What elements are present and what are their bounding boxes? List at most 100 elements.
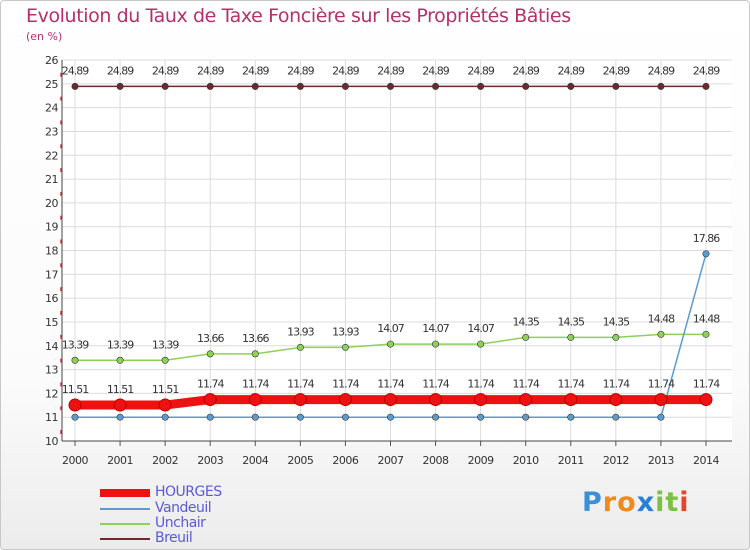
data-label-hourges: 11.74 bbox=[467, 378, 494, 391]
legend-label-hourges: HOURGES bbox=[155, 484, 222, 500]
x-tick-label: 2004 bbox=[242, 454, 268, 467]
data-point-unchair bbox=[657, 330, 665, 338]
data-point-vandeuil bbox=[296, 413, 304, 421]
data-point-unchair bbox=[116, 356, 124, 364]
data-point-breuil bbox=[477, 82, 485, 90]
y-unit-label: (en %) bbox=[26, 30, 63, 43]
data-point-unchair bbox=[612, 333, 620, 341]
data-label-breuil: 24.89 bbox=[693, 64, 720, 77]
data-point-hourges bbox=[203, 393, 217, 407]
x-tick-label: 2013 bbox=[648, 454, 674, 467]
logo-letter: i bbox=[655, 487, 666, 518]
y-tick-label: 22 bbox=[45, 149, 58, 162]
data-point-unchair bbox=[386, 340, 394, 348]
y-tick-label: 14 bbox=[45, 340, 58, 353]
legend-item-vandeuil: Vandeuil bbox=[100, 500, 300, 516]
data-label-unchair: 13.93 bbox=[332, 325, 359, 338]
data-label-breuil: 24.89 bbox=[242, 64, 269, 77]
y-tick-label: 17 bbox=[45, 268, 58, 281]
y-tick-label: 19 bbox=[45, 221, 58, 234]
data-point-unchair bbox=[432, 340, 440, 348]
data-point-hourges bbox=[699, 393, 713, 407]
data-label-hourges: 11.51 bbox=[62, 383, 89, 396]
data-point-hourges bbox=[654, 393, 668, 407]
y-tick-label: 16 bbox=[45, 292, 58, 305]
data-point-breuil bbox=[296, 82, 304, 90]
legend-label-vandeuil: Vandeuil bbox=[155, 500, 212, 516]
data-point-vandeuil bbox=[657, 413, 665, 421]
data-label-hourges: 11.74 bbox=[693, 378, 720, 391]
data-point-unchair bbox=[71, 356, 79, 364]
data-point-hourges bbox=[113, 398, 127, 412]
data-point-breuil bbox=[522, 82, 530, 90]
data-point-vandeuil bbox=[702, 250, 710, 258]
data-label-unchair: 14.07 bbox=[422, 322, 449, 335]
y-tick-label: 11 bbox=[45, 411, 58, 424]
y-tick-label: 10 bbox=[45, 435, 58, 448]
data-label-hourges: 11.74 bbox=[197, 378, 224, 391]
data-label-breuil: 24.89 bbox=[287, 64, 314, 77]
y-tick-label: 12 bbox=[45, 387, 58, 400]
legend-swatch-unchair bbox=[100, 523, 150, 525]
data-label-hourges: 11.74 bbox=[603, 378, 630, 391]
data-label-unchair: 13.93 bbox=[287, 325, 314, 338]
data-point-unchair bbox=[341, 343, 349, 351]
data-label-unchair: 13.39 bbox=[107, 338, 134, 351]
data-label-unchair: 14.48 bbox=[648, 312, 675, 325]
data-point-vandeuil bbox=[71, 413, 79, 421]
x-tick-label: 2008 bbox=[423, 454, 449, 467]
data-point-breuil bbox=[432, 82, 440, 90]
x-tick-label: 2003 bbox=[197, 454, 223, 467]
data-point-hourges bbox=[609, 393, 623, 407]
data-label-unchair: 14.35 bbox=[603, 315, 630, 328]
chart-title: Evolution du Taux de Taxe Foncière sur l… bbox=[26, 5, 571, 27]
data-label-hourges: 11.74 bbox=[512, 378, 539, 391]
y-tick-label: 18 bbox=[45, 245, 58, 258]
data-point-hourges bbox=[474, 393, 488, 407]
data-point-vandeuil bbox=[206, 413, 214, 421]
data-point-hourges bbox=[338, 393, 352, 407]
data-label-unchair: 14.35 bbox=[512, 315, 539, 328]
data-label-vandeuil: 17.86 bbox=[693, 232, 720, 245]
y-tick-label: 21 bbox=[45, 173, 58, 186]
data-point-vandeuil bbox=[432, 413, 440, 421]
x-tick-label: 2009 bbox=[468, 454, 494, 467]
y-tick-label: 23 bbox=[45, 125, 58, 138]
logo-letter: x bbox=[636, 487, 656, 518]
data-point-unchair bbox=[477, 340, 485, 348]
data-point-breuil bbox=[657, 82, 665, 90]
data-point-breuil bbox=[612, 82, 620, 90]
legend-swatch-hourges bbox=[100, 489, 150, 497]
legend-swatch-vandeuil bbox=[100, 508, 150, 510]
x-tick-label: 2002 bbox=[152, 454, 178, 467]
data-label-breuil: 24.89 bbox=[62, 64, 89, 77]
data-label-breuil: 24.89 bbox=[197, 64, 224, 77]
data-point-vandeuil bbox=[386, 413, 394, 421]
data-point-hourges bbox=[158, 398, 172, 412]
data-label-hourges: 11.74 bbox=[332, 378, 359, 391]
data-point-vandeuil bbox=[116, 413, 124, 421]
data-point-vandeuil bbox=[251, 413, 259, 421]
data-label-hourges: 11.74 bbox=[377, 378, 404, 391]
data-label-breuil: 24.89 bbox=[332, 64, 359, 77]
data-point-unchair bbox=[296, 343, 304, 351]
proxiti-logo: Proxiti bbox=[582, 487, 690, 518]
data-label-breuil: 24.89 bbox=[648, 64, 675, 77]
data-point-vandeuil bbox=[567, 413, 575, 421]
x-tick-label: 2005 bbox=[287, 454, 313, 467]
logo-letter: r bbox=[602, 487, 618, 518]
logo-letter: o bbox=[617, 487, 637, 518]
legend-item-unchair: Unchair bbox=[100, 515, 300, 531]
data-point-unchair bbox=[522, 333, 530, 341]
data-label-unchair: 14.07 bbox=[377, 322, 404, 335]
data-point-hourges bbox=[68, 398, 82, 412]
data-point-vandeuil bbox=[477, 413, 485, 421]
data-label-breuil: 24.89 bbox=[152, 64, 179, 77]
logo-letter: P bbox=[582, 487, 603, 518]
x-tick-label: 2006 bbox=[332, 454, 358, 467]
data-label-unchair: 14.07 bbox=[467, 322, 494, 335]
y-tick-label: 15 bbox=[45, 316, 58, 329]
legend-label-breuil: Breuil bbox=[155, 530, 193, 546]
data-point-hourges bbox=[293, 393, 307, 407]
y-tick-label: 25 bbox=[45, 78, 58, 91]
